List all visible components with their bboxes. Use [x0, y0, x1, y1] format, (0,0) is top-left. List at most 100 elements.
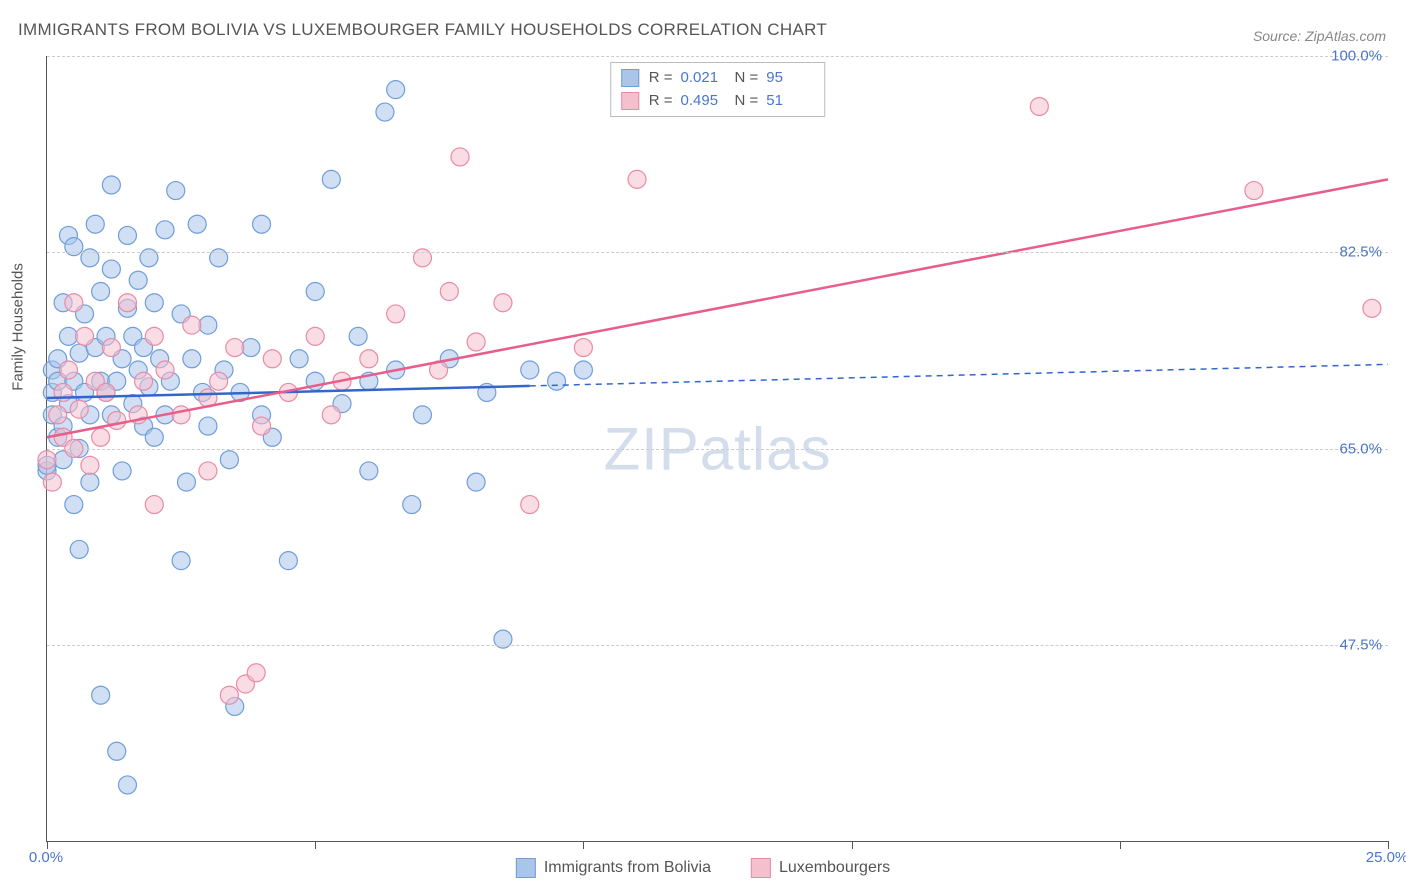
series2-swatch: [751, 858, 771, 878]
legend-item-2: Luxembourgers: [751, 858, 890, 878]
scatter-point: [92, 428, 110, 446]
scatter-point: [387, 305, 405, 323]
stats-legend-row: R = 0.495 N = 51: [621, 90, 811, 113]
scatter-point: [59, 361, 77, 379]
scatter-point: [521, 361, 539, 379]
series1-r: 0.021: [681, 67, 725, 90]
scatter-point: [113, 462, 131, 480]
scatter-point: [360, 462, 378, 480]
series2-r: 0.495: [681, 90, 725, 113]
scatter-point: [199, 417, 217, 435]
series2-n: 51: [766, 90, 810, 113]
scatter-point: [183, 350, 201, 368]
y-tick-label: 47.5%: [1339, 636, 1382, 653]
scatter-point: [628, 170, 646, 188]
scatter-point: [220, 451, 238, 469]
scatter-point: [403, 496, 421, 514]
scatter-point: [253, 215, 271, 233]
y-tick-label: 65.0%: [1339, 440, 1382, 457]
scatter-point: [145, 428, 163, 446]
scatter-point: [172, 406, 190, 424]
scatter-point: [135, 372, 153, 390]
source-label: Source: ZipAtlas.com: [1253, 28, 1386, 44]
chart-title: IMMIGRANTS FROM BOLIVIA VS LUXEMBOURGER …: [18, 20, 827, 40]
scatter-point: [92, 283, 110, 301]
scatter-point: [253, 417, 271, 435]
scatter-point: [81, 456, 99, 474]
scatter-point: [167, 182, 185, 200]
scatter-point: [451, 148, 469, 166]
scatter-point: [183, 316, 201, 334]
y-axis-label: Family Households: [10, 263, 27, 391]
scatter-point: [145, 327, 163, 345]
scatter-point: [102, 260, 120, 278]
scatter-point: [199, 316, 217, 334]
y-tick-label: 82.5%: [1339, 244, 1382, 261]
legend-item-1: Immigrants from Bolivia: [516, 858, 711, 878]
scatter-point: [548, 372, 566, 390]
scatter-point: [220, 686, 238, 704]
scatter-point: [70, 400, 88, 418]
scatter-point: [521, 496, 539, 514]
scatter-point: [76, 327, 94, 345]
chart-container: IMMIGRANTS FROM BOLIVIA VS LUXEMBOURGER …: [0, 0, 1406, 892]
scatter-point: [210, 372, 228, 390]
scatter-point: [226, 339, 244, 357]
scatter-point: [38, 451, 56, 469]
scatter-point: [494, 294, 512, 312]
scatter-point: [376, 103, 394, 121]
scatter-point: [574, 339, 592, 357]
scatter-point: [467, 473, 485, 491]
stats-legend-row: R = 0.021 N = 95: [621, 67, 811, 90]
scatter-point: [70, 540, 88, 558]
scatter-point: [279, 552, 297, 570]
scatter-point: [440, 283, 458, 301]
scatter-point: [65, 294, 83, 312]
scatter-point: [92, 686, 110, 704]
scatter-point: [108, 411, 126, 429]
scatter-point: [387, 81, 405, 99]
legend-label-2: Luxembourgers: [779, 859, 890, 877]
plot-area: ZIPatlas R = 0.021 N = 95 R = 0.495 N = …: [46, 56, 1388, 842]
y-tick-label: 100.0%: [1331, 48, 1382, 65]
scatter-point: [43, 473, 61, 491]
scatter-point: [102, 339, 120, 357]
scatter-point: [306, 327, 324, 345]
scatter-point: [1245, 182, 1263, 200]
scatter-point: [129, 271, 147, 289]
x-tick-label: 25.0%: [1366, 849, 1406, 866]
scatter-point: [247, 664, 265, 682]
scatter-point: [322, 406, 340, 424]
scatter-point: [263, 350, 281, 368]
scatter-point: [145, 496, 163, 514]
scatter-point: [49, 406, 67, 424]
scatter-point: [242, 339, 260, 357]
scatter-point: [467, 333, 485, 351]
scatter-point: [156, 221, 174, 239]
scatter-point: [108, 742, 126, 760]
series1-swatch: [516, 858, 536, 878]
scatter-point: [81, 473, 99, 491]
trend-line: [47, 179, 1388, 437]
r-label: R =: [649, 90, 673, 113]
scatter-point: [172, 552, 190, 570]
scatter-point: [360, 350, 378, 368]
scatter-point: [102, 176, 120, 194]
scatter-point: [156, 361, 174, 379]
scatter-point: [145, 294, 163, 312]
scatter-point: [188, 215, 206, 233]
scatter-point: [306, 283, 324, 301]
series1-n: 95: [766, 67, 810, 90]
scatter-point: [65, 496, 83, 514]
scatter-point: [290, 350, 308, 368]
scatter-point: [199, 462, 217, 480]
scatter-point: [118, 226, 136, 244]
series2-swatch: [621, 92, 639, 110]
scatter-point: [177, 473, 195, 491]
n-label: N =: [735, 90, 759, 113]
scatter-point: [86, 215, 104, 233]
r-label: R =: [649, 67, 673, 90]
scatter-point: [322, 170, 340, 188]
series1-swatch: [621, 69, 639, 87]
scatter-point: [574, 361, 592, 379]
